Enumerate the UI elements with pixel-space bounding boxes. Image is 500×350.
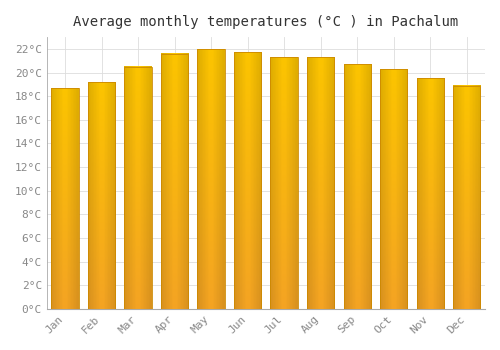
Bar (380, 69, 407, 309)
Bar (344, 64, 371, 309)
Bar (124, 66, 152, 309)
Bar (52, 88, 79, 309)
Title: Average monthly temperatures (°C ) in Pachalum: Average monthly temperatures (°C ) in Pa… (74, 15, 458, 29)
Bar (270, 57, 298, 309)
Bar (344, 64, 371, 309)
Bar (307, 57, 334, 309)
Bar (198, 49, 225, 309)
Bar (161, 54, 188, 309)
Bar (453, 85, 480, 309)
Bar (416, 78, 444, 309)
Bar (307, 57, 334, 309)
Bar (270, 57, 298, 309)
Bar (416, 78, 444, 309)
Bar (124, 66, 152, 309)
Bar (88, 82, 116, 309)
Bar (234, 52, 262, 309)
Bar (52, 88, 79, 309)
Bar (88, 82, 116, 309)
Bar (453, 85, 480, 309)
Bar (380, 69, 407, 309)
Bar (198, 49, 225, 309)
Bar (234, 52, 262, 309)
Bar (161, 54, 188, 309)
